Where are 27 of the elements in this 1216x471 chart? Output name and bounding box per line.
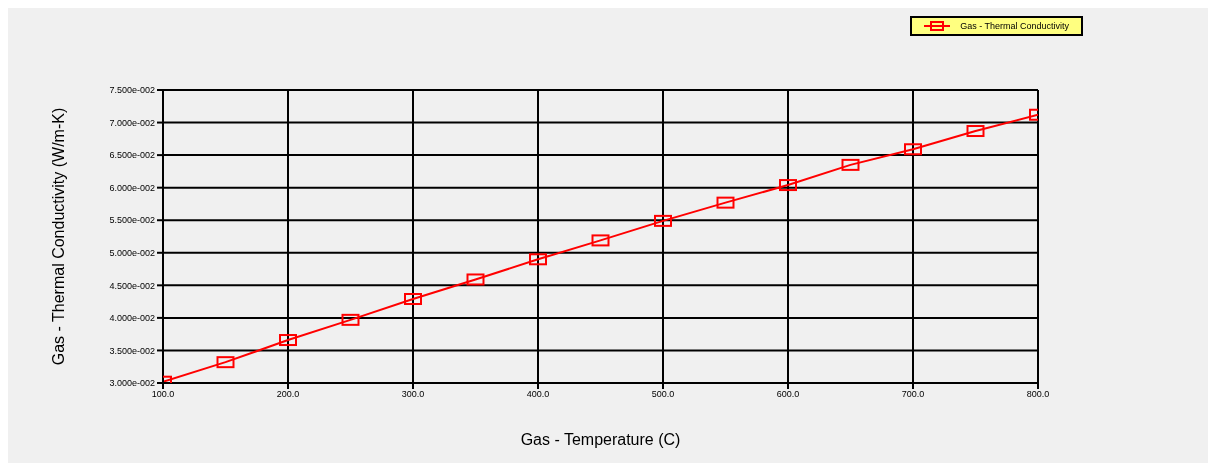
x-tick-label: 500.0 <box>651 389 675 400</box>
x-axis-title: Gas - Temperature (C) <box>520 431 681 448</box>
legend-label: Gas - Thermal Conductivity <box>960 21 1069 31</box>
y-tick-label: 3.500e-002 <box>109 345 155 356</box>
y-tick-label: 5.000e-002 <box>109 247 155 258</box>
y-tick-label: 4.000e-002 <box>109 313 155 324</box>
x-tick-label: 300.0 <box>401 389 425 400</box>
y-axis-title: Gas - Thermal Conductivity (W/m-K) <box>49 107 67 366</box>
x-tick-label: 600.0 <box>776 389 800 400</box>
y-tick-label: 3.000e-002 <box>109 378 155 389</box>
point <box>654 214 672 227</box>
point <box>404 293 422 306</box>
y-tick-label: 7.000e-002 <box>109 117 155 128</box>
point <box>529 253 547 266</box>
x-tick-label: 200.0 <box>276 389 300 400</box>
point <box>279 334 297 347</box>
y-tick-label: 7.500e-002 <box>109 85 155 96</box>
x-tick-label: 700.0 <box>901 389 925 400</box>
point <box>904 143 922 156</box>
y-tick-label: 6.000e-002 <box>109 182 155 193</box>
y-tick-label: 5.500e-002 <box>109 215 155 226</box>
x-tick-label: 100.0 <box>151 389 175 400</box>
y-tick-label: 4.500e-002 <box>109 280 155 291</box>
x-tick-label: 800.0 <box>1026 389 1050 400</box>
x-tick-label: 400.0 <box>526 389 550 400</box>
point <box>779 179 797 192</box>
y-tick-label: 6.500e-002 <box>109 150 155 161</box>
